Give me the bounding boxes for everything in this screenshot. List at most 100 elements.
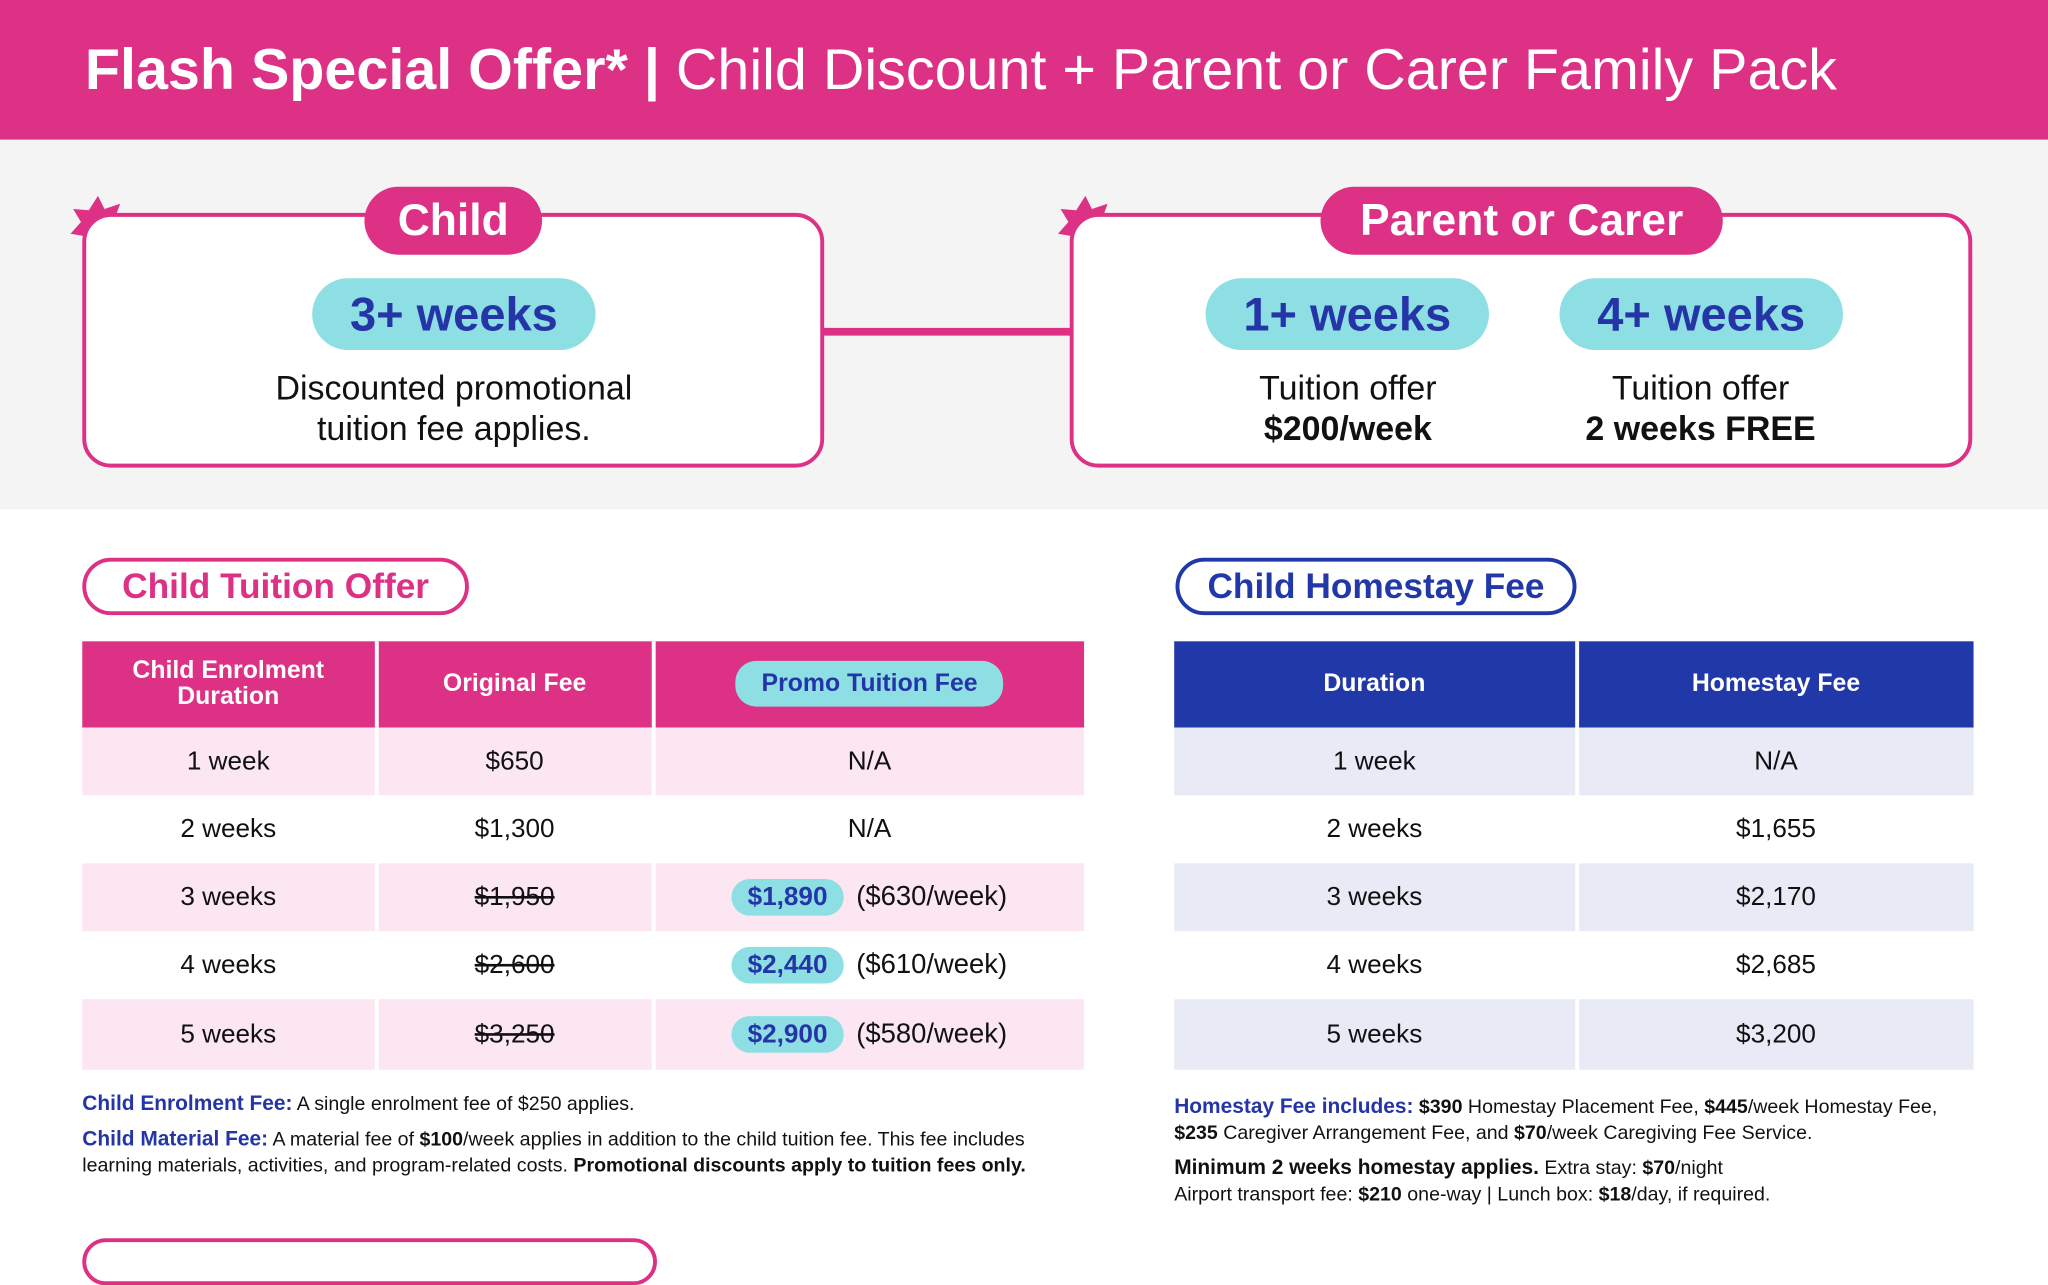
table-row: 5 weeks $3,250 $2,900 ($580/week) bbox=[82, 999, 1085, 1070]
homestay-fee-cell: N/A bbox=[1754, 746, 1798, 776]
note-text: $445 bbox=[1704, 1095, 1748, 1119]
parent-label: Parent or Carer bbox=[1320, 186, 1723, 255]
child-text: Discounted promotional tuition fee applie… bbox=[157, 368, 751, 449]
note-text: $100 bbox=[419, 1128, 464, 1151]
note-text: A material fee of bbox=[268, 1128, 420, 1151]
table-row: 2 weeks $1,655 bbox=[1174, 795, 1974, 864]
original-fee-cell: $650 bbox=[376, 727, 656, 796]
per-week: ($630/week) bbox=[856, 881, 1008, 912]
note-text: A single enrolment fee of $250 applies. bbox=[292, 1093, 635, 1116]
table-row: 1 week $650 N/A bbox=[82, 727, 1085, 796]
promo-fee-cell: $2,440 ($610/week) bbox=[653, 931, 1084, 999]
column-header-badge: Promo Tuition Fee bbox=[735, 660, 1004, 707]
column-header: Original Fee bbox=[376, 641, 656, 728]
note-text: Promotional discounts apply to tuition f… bbox=[573, 1154, 1026, 1177]
duration-cell: 3 weeks bbox=[82, 863, 379, 932]
table-row: 4 weeks $2,600 $2,440 ($610/week) bbox=[82, 931, 1085, 1000]
original-fee-cell: $2,600 bbox=[376, 931, 656, 1000]
table-row: 2 weeks $1,300 N/A bbox=[82, 795, 1085, 864]
offer-text: Tuition offer $200/week bbox=[1178, 368, 1518, 449]
duration-cell: 4 weeks bbox=[1174, 931, 1579, 1000]
promo-fee: $1,890 bbox=[731, 879, 844, 916]
header-row: Duration Homestay Fee bbox=[1174, 641, 1974, 728]
duration-cell: 2 weeks bbox=[1174, 795, 1579, 864]
column-header: Duration bbox=[1174, 641, 1579, 728]
note: Child Material Fee: A material fee of $1… bbox=[82, 1127, 1075, 1179]
duration-cell: 5 weeks bbox=[82, 999, 379, 1070]
note-text: one-way | Lunch box: bbox=[1401, 1183, 1599, 1206]
note-text: Caregiver Arrangement Fee, and bbox=[1217, 1121, 1515, 1145]
duration-cell: 5 weeks bbox=[1174, 999, 1579, 1070]
note-text: Extra stay: bbox=[1538, 1157, 1643, 1180]
duration-cell: 2 weeks bbox=[82, 795, 379, 864]
text-line: Tuition offer bbox=[1259, 368, 1437, 408]
table-row: 3 weeks $1,950 $1,890 ($630/week) bbox=[82, 863, 1085, 932]
promo-fee: $2,440 bbox=[731, 946, 844, 984]
header: Flash Special Offer* | Child Discount + … bbox=[0, 0, 2048, 140]
note-text: /week applies in addition to the child t… bbox=[82, 1128, 1025, 1177]
per-week: ($580/week) bbox=[856, 1018, 1008, 1049]
original-fee-cell: $1,950 bbox=[376, 863, 656, 932]
note-text: /week Homestay Fee, bbox=[1747, 1095, 1938, 1119]
note-text: /week Caregiving Fee Service. bbox=[1546, 1121, 1813, 1145]
note-text: /day, if required. bbox=[1631, 1183, 1771, 1206]
next-section-frame bbox=[82, 1238, 657, 1285]
promo-fee-cell: N/A bbox=[653, 728, 1084, 796]
tuition-table: Child Enrolment Duration Original Fee Prom… bbox=[82, 641, 1085, 1070]
note-text: $70 bbox=[1642, 1157, 1676, 1180]
homestay-fee-cell: $2,685 bbox=[1736, 950, 1816, 979]
column-header: Child Enrolment Duration bbox=[82, 641, 379, 728]
note-text: $210 bbox=[1358, 1183, 1402, 1206]
note-text: $390 bbox=[1418, 1095, 1463, 1119]
homestay-title: Child Homestay Fee bbox=[1175, 557, 1577, 616]
text-line: tuition fee applies. bbox=[316, 408, 591, 448]
header-row: Child Enrolment Duration Original Fee Prom… bbox=[82, 641, 1085, 728]
text-line: Tuition offer bbox=[1611, 368, 1790, 408]
offer-badge: 1+ weeks bbox=[1205, 278, 1489, 351]
column-header: Homestay Fee bbox=[1691, 670, 1861, 698]
duration-cell: 1 week bbox=[82, 727, 379, 796]
duration-cell: 3 weeks bbox=[1174, 863, 1579, 932]
column-header: Promo Tuition Fee bbox=[653, 641, 1084, 727]
promo-fee-cell: $2,900 ($580/week) bbox=[653, 999, 1084, 1070]
note-text: $70 bbox=[1514, 1121, 1547, 1145]
table-row: 4 weeks $2,685 bbox=[1174, 931, 1974, 1000]
tuition-title: Child Tuition Offer bbox=[82, 557, 469, 616]
offer-badge: 4+ weeks bbox=[1559, 278, 1843, 351]
homestay-notes: Homestay Fee includes: $390 Homestay Pla… bbox=[1174, 1095, 1984, 1218]
homestay-table: Duration Homestay Fee 1 week N/A 2 weeks $1,6… bbox=[1174, 641, 1974, 1070]
offer-highlight: 2 weeks FREE bbox=[1585, 408, 1816, 448]
promo-fee: N/A bbox=[847, 746, 892, 776]
note-text: Child Enrolment Fee: bbox=[82, 1093, 293, 1116]
note-text: Homestay Fee includes: bbox=[1174, 1095, 1414, 1119]
table-row: 3 weeks $2,170 bbox=[1174, 863, 1974, 932]
note: Airport transport fee: $210 one-way | Lu… bbox=[1174, 1182, 1984, 1208]
note: Minimum 2 weeks homestay applies. Extra … bbox=[1174, 1156, 1984, 1182]
note: Child Enrolment Fee: A single enrolment … bbox=[82, 1092, 1075, 1118]
offer-text: Tuition offer 2 weeks FREE bbox=[1531, 368, 1871, 449]
header-title: Flash Special Offer* | Child Discount + … bbox=[85, 0, 1837, 140]
note-text: Child Material Fee: bbox=[82, 1128, 269, 1151]
homestay-fee-cell: $2,170 bbox=[1736, 882, 1816, 912]
promo-fee-cell: N/A bbox=[653, 795, 1084, 863]
note-text: Minimum 2 weeks homestay applies. bbox=[1174, 1157, 1539, 1180]
table-row: 5 weeks $3,200 bbox=[1174, 999, 1974, 1070]
promo-fee: $2,900 bbox=[731, 1016, 844, 1053]
original-fee-cell: $3,250 bbox=[376, 999, 656, 1070]
duration-cell: 4 weeks bbox=[82, 931, 379, 1000]
title-bold: Flash Special Offer* bbox=[84, 37, 628, 102]
text-line: Discounted promotional bbox=[275, 368, 633, 408]
note-text: Airport transport fee: bbox=[1174, 1183, 1359, 1206]
note: Homestay Fee includes: $390 Homestay Pla… bbox=[1174, 1095, 1984, 1147]
promo-fee: N/A bbox=[847, 814, 892, 844]
tuition-notes: Child Enrolment Fee: A single enrolment … bbox=[82, 1092, 1075, 1189]
title-separator: | bbox=[643, 37, 660, 102]
original-fee-cell: $1,300 bbox=[376, 795, 656, 864]
homestay-fee-cell: $1,655 bbox=[1736, 814, 1816, 844]
child-badge: 3+ weeks bbox=[312, 278, 596, 351]
table-row: 1 week N/A bbox=[1174, 727, 1974, 796]
homestay-fee-cell: $3,200 bbox=[1736, 1019, 1816, 1049]
note-text: $235 bbox=[1174, 1121, 1218, 1145]
